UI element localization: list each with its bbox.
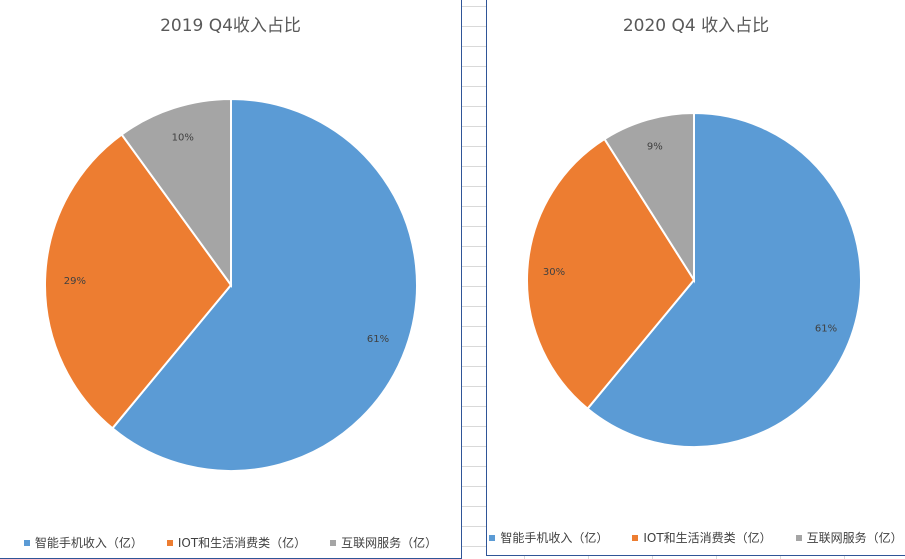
slice-smartphone[interactable] <box>586 111 862 448</box>
chart-2019-q4[interactable]: 2019 Q4收入占比 61% 29% 10% 智能手机收入（亿） IOT和生活消费… <box>0 0 462 559</box>
legend-item-smartphone: 智能手机收入（亿） <box>23 534 143 551</box>
pie-chart-2019: 61% 29% 10% <box>44 97 418 472</box>
legend-swatch <box>330 539 337 546</box>
legend-label: 互联网服务（亿） <box>341 536 438 550</box>
data-label: 29% <box>64 276 86 287</box>
legend-label: 智能手机收入（亿） <box>500 531 609 545</box>
legend-swatch <box>23 539 30 546</box>
chart-legend: 智能手机收入（亿） IOT和生活消费类（亿） 互联网服务（亿） <box>0 534 461 551</box>
slice-iot[interactable] <box>44 133 233 430</box>
chart-2020-q4[interactable]: 2020 Q4 收入占比 61% 30% 9% 智能手机收入（亿） IOT和生活消费… <box>486 0 905 556</box>
legend-swatch <box>795 534 802 541</box>
legend-swatch <box>489 534 496 541</box>
legend-label: 互联网服务（亿） <box>806 531 903 545</box>
legend-item-iot: IOT和生活消费类（亿） <box>166 534 307 551</box>
legend-label: IOT和生活消费类（亿） <box>643 531 772 545</box>
legend-swatch <box>632 534 639 541</box>
legend-item-iot: IOT和生活消费类（亿） <box>632 529 772 546</box>
legend-item-internet: 互联网服务（亿） <box>330 534 437 551</box>
data-label: 10% <box>172 132 194 143</box>
chart-legend: 智能手机收入（亿） IOT和生活消费类（亿） 互联网服务（亿） <box>487 529 905 546</box>
data-label: 61% <box>815 324 837 335</box>
slice-iot[interactable] <box>526 137 696 411</box>
chart-title: 2020 Q4 收入占比 <box>622 16 770 36</box>
data-label: 9% <box>647 141 663 152</box>
data-label: 30% <box>543 267 565 278</box>
legend-label: 智能手机收入（亿） <box>34 536 143 550</box>
data-label: 61% <box>367 334 389 345</box>
legend-label: IOT和生活消费类（亿） <box>177 536 307 550</box>
legend-swatch <box>166 539 173 546</box>
legend-item-smartphone: 智能手机收入（亿） <box>489 529 608 546</box>
chart-title: 2019 Q4收入占比 <box>160 16 301 36</box>
slice-internet[interactable] <box>120 97 232 289</box>
pie-chart-2020: 61% 30% 9% <box>526 111 862 448</box>
legend-item-internet: 互联网服务（亿） <box>795 529 903 546</box>
slice-internet[interactable] <box>603 111 695 284</box>
slice-smartphone[interactable] <box>111 97 418 472</box>
